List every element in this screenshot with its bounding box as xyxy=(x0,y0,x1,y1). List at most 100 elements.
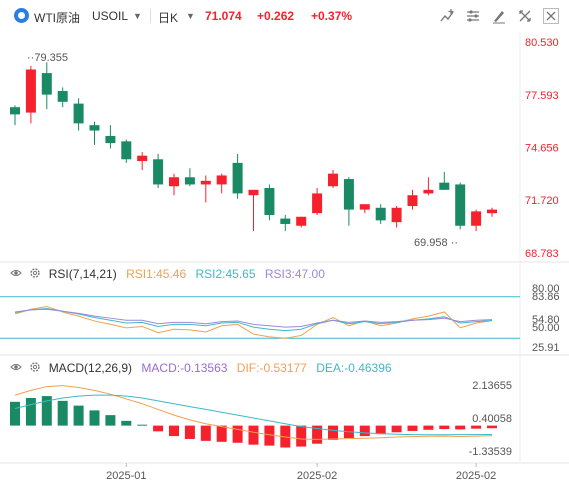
chart-header: WTI原油 USOIL ▼ 日K ▼ 71.074 +0.262 +0.37% xyxy=(0,0,569,32)
symbol-code[interactable]: USOIL xyxy=(92,9,129,23)
close-icon[interactable] xyxy=(542,7,560,25)
dif-line xyxy=(14,385,493,440)
candle-body xyxy=(439,182,450,190)
macd-histogram-bar xyxy=(105,415,116,426)
add-chart-icon[interactable] xyxy=(438,7,456,25)
candle-body xyxy=(153,159,164,185)
symbol-name[interactable]: WTI原油 xyxy=(34,11,80,25)
x-axis-label: 2025-02 xyxy=(297,470,337,482)
candle-body xyxy=(264,188,275,215)
macd-title[interactable]: MACD(12,26,9) xyxy=(48,361,133,375)
macd-histogram-bar xyxy=(375,425,386,435)
low-marker-label: 69.958 ·· xyxy=(414,237,458,249)
rsi-axis-label: 83.86 xyxy=(532,291,560,303)
candle-body xyxy=(423,189,434,194)
macd-histogram-bar xyxy=(487,425,497,429)
macd-histogram-bar xyxy=(264,425,275,446)
period-selector[interactable]: 日K xyxy=(158,11,179,25)
price-change: +0.262 xyxy=(257,9,295,23)
x-axis-label: 2025-02 xyxy=(456,470,496,482)
candle-body xyxy=(73,103,84,124)
rsi-axis-label: 80.00 xyxy=(532,283,560,295)
rsi3-line xyxy=(14,308,493,328)
macd-histogram-bar xyxy=(153,425,164,432)
candle-body xyxy=(312,193,323,214)
candle-body xyxy=(25,69,36,113)
settings-sliders-icon[interactable] xyxy=(464,7,482,25)
rsi-legend: RSI(7,14,21) RSI1:45.46 RSI2:45.65 RSI3:… xyxy=(10,267,331,281)
macd-histogram-bar xyxy=(296,425,307,447)
macd-histogram-bar xyxy=(25,398,36,426)
macd-histogram-bar xyxy=(423,425,434,430)
macd-histogram-bar xyxy=(137,424,148,426)
macd-histogram-bar xyxy=(57,400,68,426)
symbol-dropdown-icon[interactable]: ▼ xyxy=(133,11,142,21)
candle-body xyxy=(280,218,291,224)
price-axis-label: 80.530 xyxy=(525,37,559,49)
candle-body xyxy=(137,155,148,162)
macd-histogram-bar xyxy=(407,425,418,431)
dif-value: DIF:-0.53177 xyxy=(236,361,307,375)
candle-body xyxy=(391,207,402,223)
x-axis-label: 2025-01 xyxy=(106,470,146,482)
rsi3-value: RSI3:47.00 xyxy=(264,267,325,281)
macd-histogram-bar xyxy=(328,425,338,440)
macd-histogram-bar xyxy=(41,396,52,426)
rsi-axis-label: 54.80 xyxy=(532,314,560,326)
macd-histogram-bar xyxy=(200,425,211,441)
macd-histogram-bar xyxy=(184,425,195,439)
candle-body xyxy=(407,195,418,206)
candle-body xyxy=(296,216,307,226)
macd-histogram-bar xyxy=(169,425,179,437)
gear-icon[interactable] xyxy=(29,267,41,279)
price-axis-label: 77.593 xyxy=(525,90,559,102)
macd-histogram-bar xyxy=(10,401,20,426)
candle-body xyxy=(343,179,354,210)
macd-axis-label: 2.13655 xyxy=(472,380,512,392)
rsi1-value: RSI1:45.46 xyxy=(126,267,187,281)
rsi-title[interactable]: RSI(7,14,21) xyxy=(48,267,117,281)
candle-body xyxy=(248,189,259,196)
candle-body xyxy=(10,107,20,115)
draw-pen-icon[interactable] xyxy=(490,7,508,25)
eye-icon[interactable] xyxy=(10,361,22,373)
macd-value: MACD:-0.13563 xyxy=(141,361,228,375)
compare-icon[interactable] xyxy=(516,7,534,25)
dea-value: DEA:-0.46396 xyxy=(316,361,392,375)
macd-histogram-bar xyxy=(471,425,482,429)
candle-body xyxy=(471,211,482,226)
last-price: 71.074 xyxy=(205,9,242,23)
period-dropdown-icon[interactable]: ▼ xyxy=(186,11,195,21)
candle-body xyxy=(359,204,370,210)
macd-histogram-bar xyxy=(359,425,370,437)
candle-body xyxy=(169,177,179,187)
macd-axis-label: -1.33539 xyxy=(469,446,512,458)
macd-histogram-bar xyxy=(455,425,466,430)
symbol-logo-icon xyxy=(14,8,29,23)
candle-body xyxy=(41,73,52,95)
candle-body xyxy=(121,141,132,160)
macd-axis-label: 0.40058 xyxy=(472,413,512,425)
candle-body xyxy=(57,91,68,102)
macd-histogram-bar xyxy=(391,425,402,433)
candle-body xyxy=(184,177,195,185)
candle-body xyxy=(216,175,227,185)
macd-histogram-bar xyxy=(312,425,323,444)
candle-body xyxy=(200,180,211,185)
candle-body xyxy=(105,135,116,144)
rsi-axis-label: 25.91 xyxy=(532,342,560,354)
rsi2-value: RSI2:45.65 xyxy=(195,267,256,281)
dea-line xyxy=(14,394,493,436)
price-change-percent: +0.37% xyxy=(311,9,353,23)
macd-histogram-bar xyxy=(73,405,84,426)
price-axis-label: 71.720 xyxy=(525,195,559,207)
price-axis-label: 68.783 xyxy=(525,248,559,260)
candle-body xyxy=(487,209,497,214)
price-axis-label: 74.656 xyxy=(525,143,559,155)
high-marker-label: ··79.355 xyxy=(27,52,68,64)
candle-body xyxy=(455,184,466,226)
eye-icon[interactable] xyxy=(10,267,22,279)
gear-icon[interactable] xyxy=(29,361,41,373)
macd-histogram-bar xyxy=(439,425,450,430)
